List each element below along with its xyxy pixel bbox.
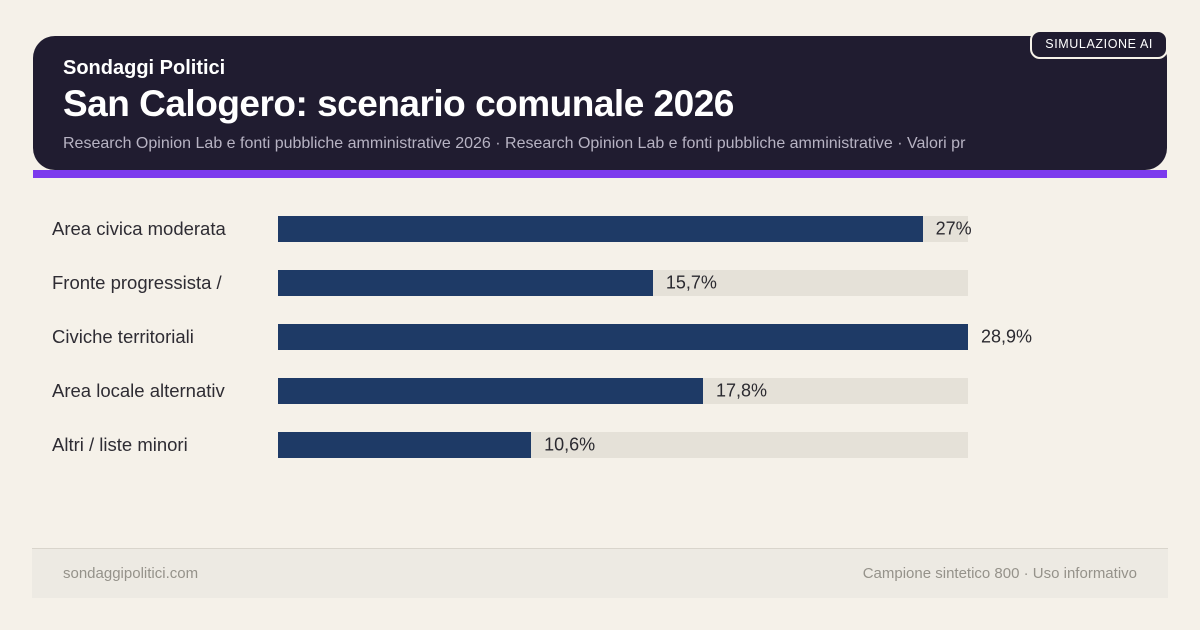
category-label: Area civica moderata: [52, 218, 226, 239]
bar-track: 27%: [278, 216, 972, 242]
value-label: 28,9%: [981, 326, 1033, 347]
simulation-badge: SIMULAZIONE AI: [1030, 30, 1168, 59]
bar-track: 10,6%: [278, 432, 968, 458]
bar: [278, 432, 532, 458]
bar: [278, 270, 653, 296]
brand-kicker: Sondaggi Politici: [63, 57, 226, 79]
chart-row: Civiche territoriali 28,9%: [52, 310, 1152, 364]
category-label: Fronte progressista /: [52, 272, 222, 293]
bar-track: 28,9%: [278, 324, 1032, 350]
header-card: Sondaggi Politici San Calogero: scenario…: [33, 36, 1167, 170]
bar: [278, 324, 968, 350]
chart-row: Fronte progressista / 15,7%: [52, 256, 1152, 310]
category-label: Altri / liste minori: [52, 434, 188, 455]
footer-bar: sondaggipolitici.com Campione sintetico …: [32, 548, 1168, 598]
value-label: 10,6%: [544, 434, 596, 455]
bar-track: 17,8%: [278, 378, 968, 404]
footer-info-text: Campione sintetico 800 · Uso informativo: [862, 565, 1137, 582]
chart-row: Altri / liste minori 10,6%: [52, 418, 1152, 472]
page-subtitle: Research Opinion Lab e fonti pubbliche a…: [63, 134, 966, 152]
chart-row: Area locale alternativ 17,8%: [52, 364, 1152, 418]
value-label: 27%: [935, 218, 972, 239]
value-label: 17,8%: [715, 380, 768, 401]
bar: [278, 378, 703, 404]
bar-chart: Area civica moderata 27% Fronte progress…: [52, 202, 1152, 472]
value-label: 15,7%: [665, 272, 717, 293]
accent-underline: [33, 170, 1167, 178]
category-label: Area locale alternativ: [52, 380, 225, 401]
page-title: San Calogero: scenario comunale 2026: [63, 83, 734, 124]
bar-track: 15,7%: [278, 270, 968, 296]
bar: [278, 216, 923, 242]
category-label: Civiche territoriali: [52, 326, 194, 347]
footer-site-text: sondaggipolitici.com: [63, 565, 199, 582]
chart-row: Area civica moderata 27%: [52, 202, 1152, 256]
